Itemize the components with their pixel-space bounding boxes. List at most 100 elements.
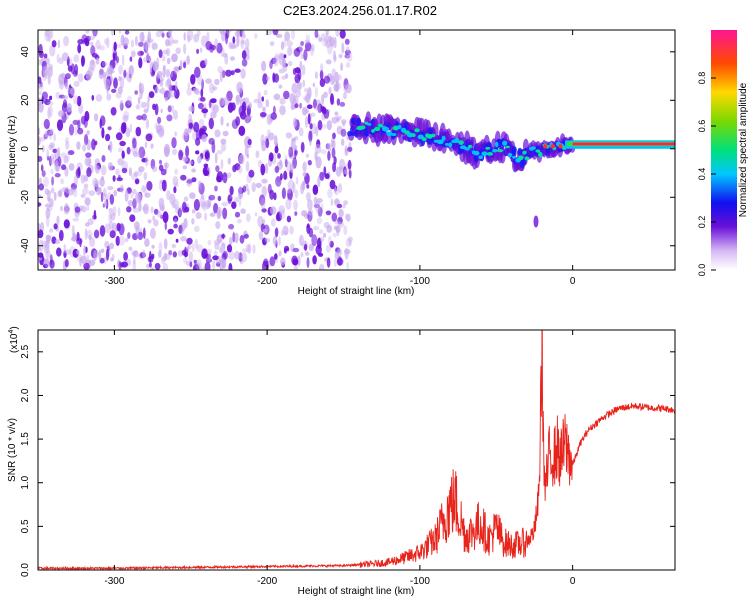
noise-blob bbox=[49, 95, 53, 101]
noise-blob bbox=[86, 229, 93, 239]
noise-blob bbox=[125, 127, 131, 138]
noise-blob bbox=[108, 220, 114, 230]
noise-blob bbox=[347, 159, 352, 170]
noise-blob bbox=[338, 208, 344, 218]
signal-peak bbox=[454, 137, 460, 144]
noise-blob bbox=[143, 39, 149, 50]
noise-blob bbox=[333, 156, 337, 165]
noise-blob bbox=[98, 249, 102, 261]
noise-blob bbox=[131, 250, 138, 256]
noise-blob bbox=[278, 205, 286, 215]
noise-blob bbox=[99, 115, 106, 127]
signal-peak bbox=[360, 125, 366, 130]
noise-blob bbox=[232, 232, 236, 243]
noise-blob bbox=[89, 59, 96, 71]
noise-blob bbox=[311, 234, 318, 247]
noise-blob bbox=[44, 30, 51, 42]
noise-blob bbox=[159, 159, 162, 165]
noise-blob bbox=[43, 118, 50, 130]
noise-blob bbox=[204, 261, 211, 270]
noise-blob bbox=[239, 30, 243, 38]
noise-blob bbox=[90, 41, 94, 47]
noise-blob bbox=[188, 113, 193, 125]
noise-blob bbox=[111, 30, 114, 37]
noise-blob bbox=[300, 252, 304, 258]
noise-blob bbox=[186, 178, 193, 187]
noise-blob bbox=[344, 49, 351, 56]
signal-peak bbox=[478, 155, 483, 159]
noise-blob bbox=[273, 192, 277, 201]
noise-blob bbox=[266, 30, 273, 36]
noise-blob bbox=[161, 32, 165, 38]
noise-blob bbox=[302, 171, 307, 177]
noise-blob bbox=[128, 246, 133, 251]
noise-blob bbox=[58, 110, 65, 117]
noise-blob bbox=[319, 263, 325, 270]
noise-blob bbox=[70, 87, 75, 96]
noise-blob bbox=[298, 127, 304, 137]
noise-blob bbox=[168, 30, 173, 37]
noise-blob bbox=[320, 63, 324, 72]
noise-blob bbox=[291, 30, 295, 40]
noise-blob bbox=[56, 53, 60, 63]
noise-blob bbox=[89, 35, 96, 41]
noise-blob bbox=[186, 246, 190, 253]
noise-blob bbox=[201, 266, 206, 270]
noise-blob bbox=[144, 192, 151, 198]
noise-blob bbox=[215, 221, 221, 230]
noise-blob bbox=[308, 243, 314, 252]
noise-blob bbox=[313, 203, 320, 209]
noise-blob bbox=[331, 212, 338, 222]
noise-blob bbox=[323, 36, 327, 42]
signal-peak bbox=[522, 150, 527, 155]
noise-blob bbox=[88, 234, 92, 241]
noise-blob bbox=[56, 148, 60, 153]
noise-blob bbox=[73, 95, 79, 105]
noise-blob bbox=[203, 169, 210, 177]
colorbar-label: Normalized spectral amplitude bbox=[738, 82, 749, 217]
noise-blob bbox=[244, 115, 251, 123]
noise-blob bbox=[225, 30, 230, 39]
signal-peak bbox=[430, 133, 436, 138]
signal-peak bbox=[494, 141, 499, 148]
noise-blob bbox=[47, 35, 52, 43]
noise-blob bbox=[80, 255, 87, 265]
noise-blob bbox=[300, 141, 305, 153]
noise-blob bbox=[158, 49, 163, 58]
noise-blob bbox=[306, 224, 310, 229]
y-tick-label: -20 bbox=[20, 190, 31, 205]
noise-blob bbox=[178, 149, 184, 161]
noise-blob bbox=[163, 238, 168, 250]
noise-blob bbox=[222, 242, 226, 249]
noise-blob bbox=[206, 31, 210, 43]
noise-blob bbox=[109, 66, 113, 74]
noise-blob bbox=[171, 243, 177, 249]
noise-blob bbox=[309, 122, 313, 130]
noise-blob bbox=[118, 64, 123, 75]
noise-blob bbox=[181, 249, 187, 256]
noise-blob bbox=[228, 251, 235, 261]
noise-blob bbox=[261, 96, 265, 102]
noise-blob bbox=[293, 199, 298, 211]
noise-blob bbox=[318, 252, 324, 257]
noise-blob bbox=[106, 93, 112, 101]
noise-blob bbox=[223, 30, 226, 37]
noise-blob bbox=[186, 30, 194, 41]
noise-blob bbox=[93, 113, 99, 122]
signal-peak bbox=[505, 145, 510, 149]
noise-blob bbox=[186, 55, 191, 65]
noise-blob bbox=[154, 86, 159, 94]
snr-chart: -300 -200 -100 0 0.0 0.5 1.0 1.5 2.0 2.5 Height … bbox=[7, 326, 676, 597]
noise-blob bbox=[201, 78, 205, 91]
noise-blob bbox=[148, 57, 152, 63]
noise-blob bbox=[132, 188, 137, 195]
noise-blob bbox=[81, 34, 88, 45]
signal-peak bbox=[468, 144, 473, 149]
y-tick-label: 0.0 bbox=[20, 563, 31, 577]
noise-blob bbox=[238, 105, 246, 117]
noise-blob bbox=[58, 57, 64, 65]
noise-blob bbox=[259, 111, 267, 118]
noise-blob bbox=[278, 236, 281, 246]
noise-blob bbox=[144, 238, 150, 248]
